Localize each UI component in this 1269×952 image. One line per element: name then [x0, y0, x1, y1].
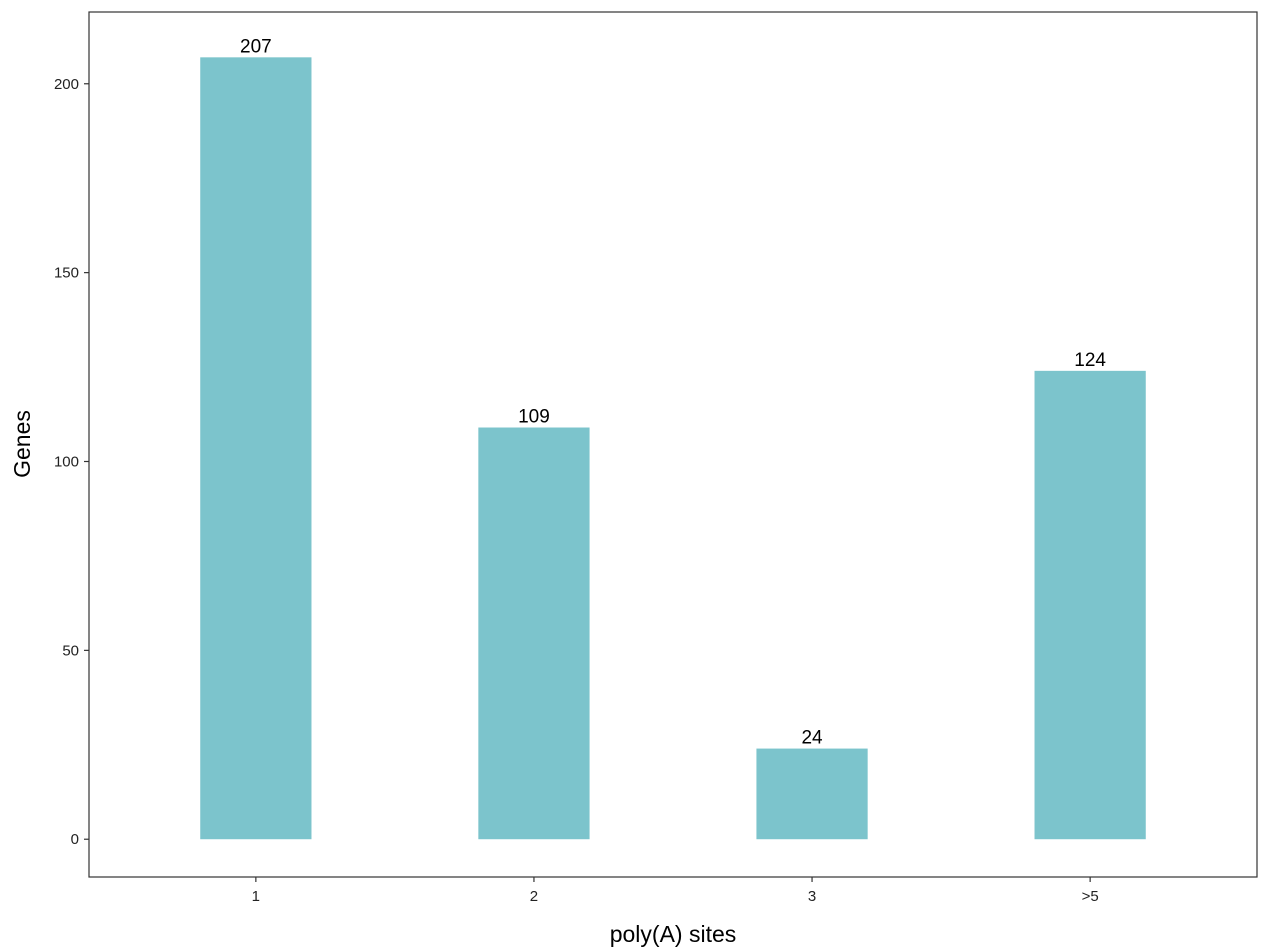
- y-tick-label-4: 200: [54, 76, 79, 93]
- y-tick-label-0: 0: [71, 831, 79, 848]
- bar-1: [478, 427, 590, 840]
- bar-3: [1034, 370, 1146, 840]
- x-tick-label-0: 1: [252, 888, 260, 905]
- y-tick-label-1: 50: [62, 642, 79, 659]
- bar-0: [200, 57, 312, 840]
- data-label-1: 109: [518, 407, 550, 428]
- y-tick-label-3: 150: [54, 265, 79, 282]
- x-tick-label-1: 2: [530, 888, 538, 905]
- bars-group: [200, 57, 1146, 840]
- data-label-3: 124: [1074, 350, 1106, 371]
- bar-2: [756, 748, 868, 840]
- x-tick-label-2: 3: [808, 888, 816, 905]
- y-tick-label-2: 100: [54, 453, 79, 470]
- y-axis-title: Genes: [9, 410, 35, 478]
- x-axis-title: poly(A) sites: [610, 921, 737, 947]
- data-label-2: 24: [801, 728, 823, 749]
- y-axis: 0 50 100 150 200: [54, 76, 89, 848]
- x-tick-label-3: >5: [1082, 888, 1099, 905]
- data-label-0: 207: [240, 36, 272, 57]
- data-labels-group: 207 109 24 124: [240, 36, 1106, 748]
- x-axis: 1 2 3 >5: [252, 877, 1099, 905]
